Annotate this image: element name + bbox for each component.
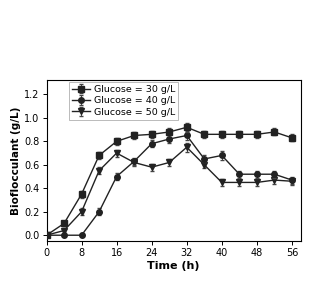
X-axis label: Time (h): Time (h) <box>147 261 200 271</box>
Legend: Glucose = 30 g/L, Glucose = 40 g/L, Glucose = 50 g/L: Glucose = 30 g/L, Glucose = 40 g/L, Gluc… <box>69 82 179 120</box>
Y-axis label: Bioflocculant (g/L): Bioflocculant (g/L) <box>11 106 21 215</box>
